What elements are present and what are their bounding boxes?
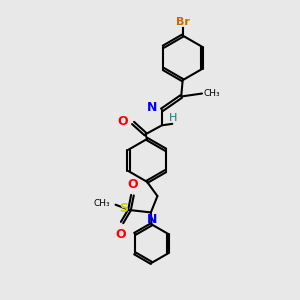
Text: CH₃: CH₃: [94, 199, 110, 208]
Text: H: H: [169, 113, 177, 123]
Text: O: O: [127, 178, 138, 191]
Text: S: S: [119, 202, 128, 215]
Text: Br: Br: [176, 17, 190, 27]
Text: N: N: [147, 213, 157, 226]
Text: N: N: [147, 101, 158, 114]
Text: O: O: [118, 115, 128, 128]
Text: CH₃: CH₃: [203, 89, 220, 98]
Text: O: O: [115, 228, 126, 241]
